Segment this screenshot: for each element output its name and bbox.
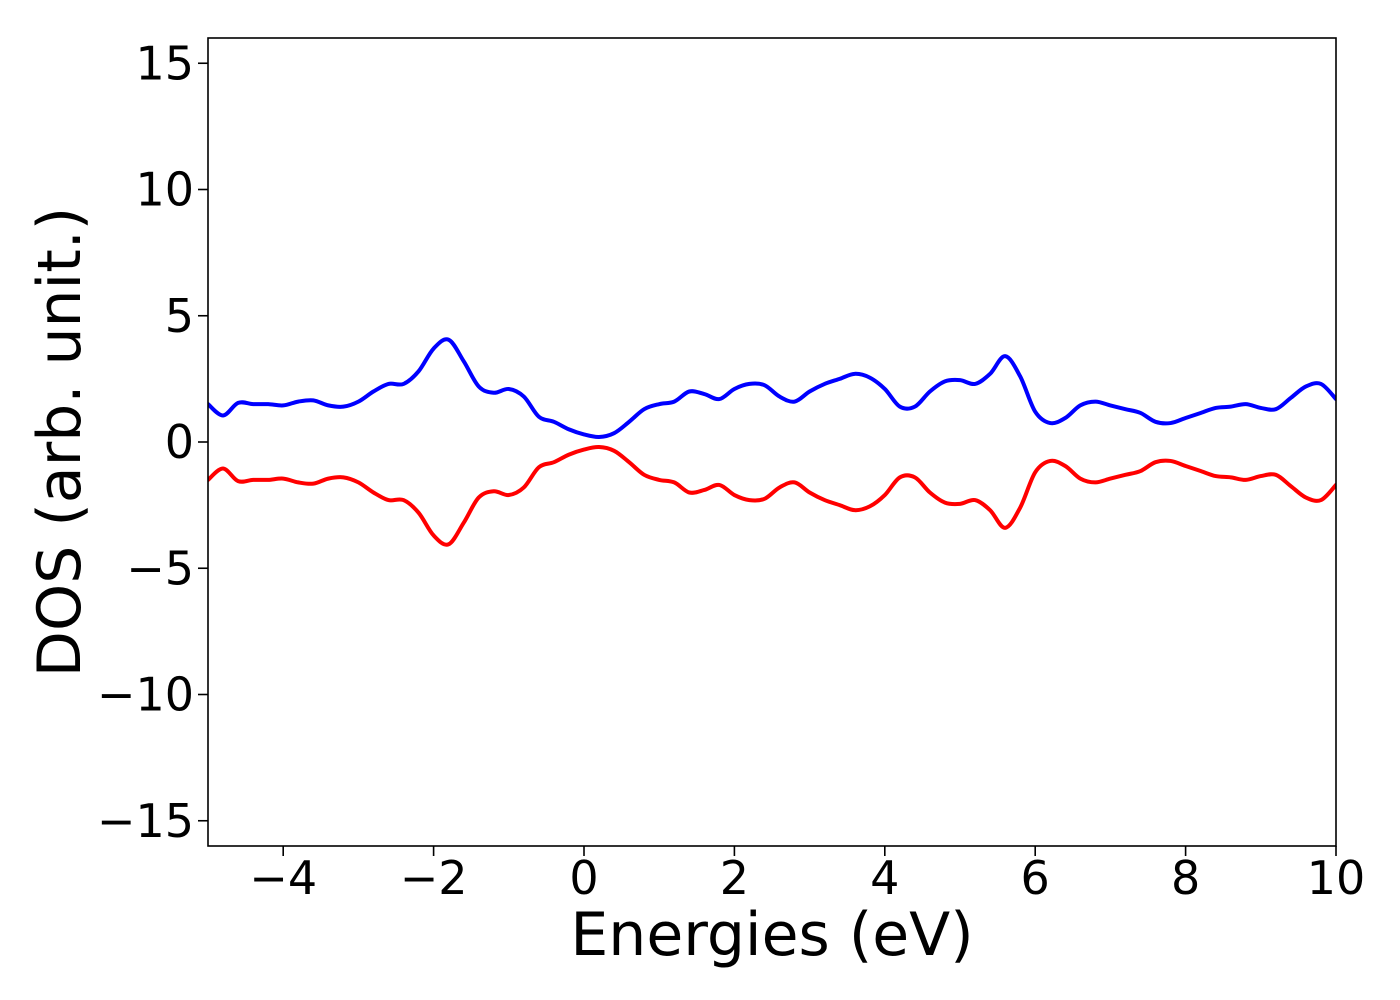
y-tick-label: −5: [126, 541, 194, 595]
y-tick-label: 15: [135, 36, 194, 90]
y-tick-label: 10: [135, 163, 194, 217]
x-axis: −4 −2 0 2 4 6 8 10: [249, 846, 1365, 905]
y-tick-label: 0: [165, 415, 194, 469]
x-axis-label: Energies (eV): [570, 900, 973, 970]
x-tick-label: 6: [1021, 851, 1050, 905]
x-tick-label: −2: [400, 851, 468, 905]
x-tick-label: 10: [1307, 851, 1366, 905]
x-tick-label: −4: [249, 851, 317, 905]
series-line-2: [208, 445, 1336, 547]
x-tick-label: 0: [569, 851, 598, 905]
series-layer: [208, 337, 1336, 547]
series-line-1: [208, 337, 1336, 439]
y-axis-label: DOS (arb. unit.): [25, 207, 95, 677]
y-tick-label: −15: [97, 794, 194, 848]
x-tick-label: 4: [870, 851, 899, 905]
y-tick-label: −10: [97, 668, 194, 722]
y-axis: −15 −10 −5 0 5 10 15: [97, 36, 208, 848]
plot-frame: [207, 37, 1337, 847]
y-tick-label: 5: [165, 289, 194, 343]
x-tick-label: 2: [720, 851, 749, 905]
x-tick-label: 8: [1171, 851, 1200, 905]
